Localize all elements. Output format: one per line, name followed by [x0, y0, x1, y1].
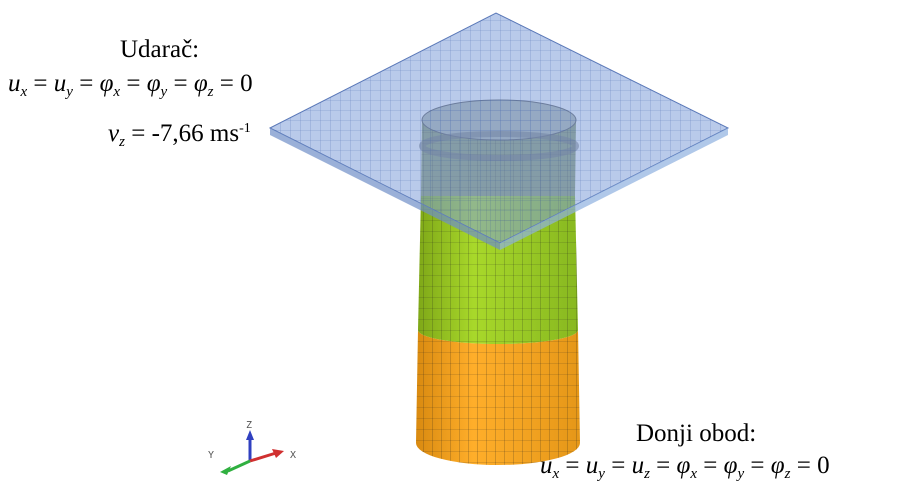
bottom-rim-constraints: ux = uy = uz = φx = φy = φz = 0	[540, 452, 830, 482]
striker-constraints: ux = uy = φx = φy = φz = 0	[8, 70, 253, 100]
triad-x-label: X	[290, 450, 296, 461]
triad-y-axis	[227, 459, 251, 473]
triad-x-axis	[249, 451, 277, 463]
lower-tube-section	[416, 330, 580, 465]
bottom-rim-title: Donji obod:	[636, 420, 757, 447]
striker-title: Udarač:	[120, 36, 200, 63]
striker-velocity: vz = -7,66 ms-1	[108, 120, 251, 150]
triad-y-label: Y	[208, 450, 214, 461]
triad-z-label: Z	[246, 420, 252, 431]
striker-plate	[268, 12, 730, 250]
coordinate-triad: Z X Y	[208, 420, 296, 475]
upper-tube-section	[418, 195, 578, 344]
